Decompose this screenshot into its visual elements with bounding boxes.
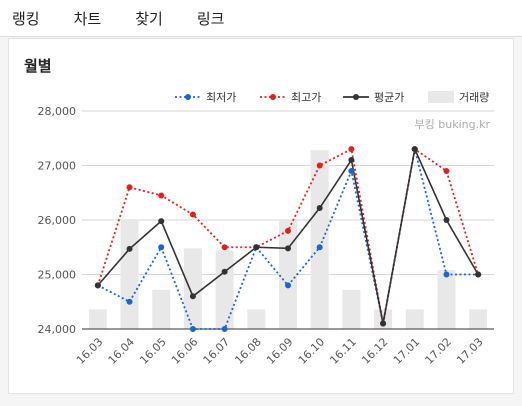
x-tick-label: 16.06 — [169, 335, 200, 366]
volume-bar — [310, 150, 329, 329]
x-tick-label: 16.09 — [264, 335, 295, 366]
data-point — [380, 320, 387, 327]
x-tick-label: 16.11 — [327, 335, 358, 366]
monthly-chart-panel: 월별 24,000 25,000 26,000 27,000 28,000 16.03 16… — [8, 38, 514, 394]
data-point — [443, 167, 450, 174]
tab-chart[interactable]: 차트 — [73, 9, 102, 28]
volume-bar — [152, 289, 171, 329]
data-point — [126, 184, 133, 191]
x-tick-label: 16.10 — [296, 335, 327, 366]
x-tick-label: 16.12 — [359, 335, 390, 366]
data-point — [126, 298, 133, 305]
data-point — [158, 218, 165, 225]
data-point — [253, 244, 260, 251]
x-tick-label: 17.01 — [391, 335, 422, 366]
y-tick-label: 26,000 — [38, 214, 77, 227]
data-point — [348, 167, 355, 174]
x-tick-label: 16.03 — [74, 335, 105, 366]
data-point — [158, 244, 165, 251]
y-tick-label: 27,000 — [38, 160, 77, 173]
data-point — [348, 157, 355, 164]
legend-label: 평균가 — [374, 91, 404, 104]
data-point — [189, 326, 196, 332]
data-point — [475, 271, 482, 278]
volume-bar — [405, 309, 424, 329]
data-point — [443, 271, 450, 278]
legend-volume-swatch — [428, 91, 454, 103]
data-point — [221, 326, 228, 332]
legend-marker — [185, 94, 191, 100]
watermark: 부킹 buking.kr — [415, 118, 491, 131]
legend-marker — [270, 94, 276, 100]
volume-bar — [120, 220, 139, 329]
y-tick-label: 24,000 — [38, 323, 77, 336]
data-point — [94, 282, 101, 289]
data-point — [316, 244, 323, 251]
y-tick-label: 28,000 — [38, 105, 77, 118]
data-point — [316, 205, 323, 212]
volume-bar — [183, 248, 202, 329]
legend-label: 거래량 — [459, 91, 489, 104]
tab-search[interactable]: 찾기 — [135, 9, 163, 28]
y-tick-label: 25,000 — [38, 269, 77, 282]
data-point — [348, 146, 355, 153]
tab-ranking[interactable]: 랭킹 — [12, 9, 40, 28]
x-tick-label: 16.04 — [106, 335, 137, 366]
x-tick-label: 17.02 — [423, 335, 454, 366]
data-point — [158, 192, 165, 199]
x-tick-label: 16.08 — [232, 335, 263, 366]
x-tick-label: 16.05 — [137, 335, 168, 366]
tab-links[interactable]: 링크 — [196, 9, 225, 28]
data-point — [285, 227, 291, 234]
data-point — [285, 245, 291, 252]
legend-marker — [353, 94, 359, 100]
volume-bar — [88, 309, 107, 329]
volume-bar — [279, 220, 297, 329]
data-point — [285, 282, 291, 289]
volume-bar — [342, 289, 361, 329]
legend-label: 최고가 — [291, 91, 321, 104]
volume-bar — [469, 309, 488, 329]
data-point — [221, 244, 228, 251]
volume-bar — [437, 270, 456, 329]
legend-label: 최저가 — [206, 91, 236, 104]
panel-title: 월별 — [24, 57, 52, 75]
volume-bar — [215, 250, 234, 329]
x-tick-label: 16.07 — [201, 335, 232, 366]
data-point — [411, 146, 418, 153]
price-chart: 24,000 25,000 26,000 27,000 28,000 16.03 16.04… — [38, 91, 494, 367]
data-point — [443, 217, 450, 223]
volume-bar — [247, 309, 266, 329]
data-point — [189, 293, 196, 300]
x-tick-label: 17.03 — [454, 335, 485, 366]
data-point — [126, 245, 133, 252]
data-point — [189, 211, 196, 218]
top-nav: 랭킹 차트 찾기 링크 — [0, 0, 522, 37]
data-point — [316, 162, 323, 169]
data-point — [221, 268, 228, 275]
